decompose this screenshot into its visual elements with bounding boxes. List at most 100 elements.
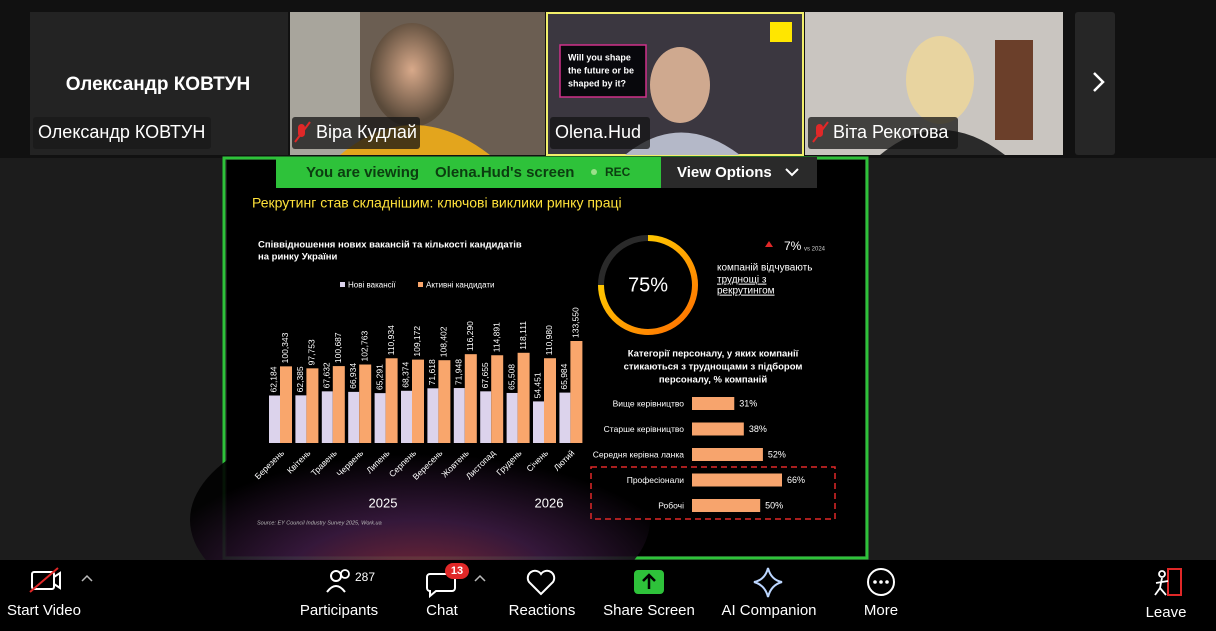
bar (321, 391, 333, 443)
participant-count: 287 (355, 570, 375, 584)
bar-value-label: 108,402 (439, 326, 449, 357)
chart-title: на ринку України (258, 252, 338, 263)
highlight-box (590, 466, 836, 520)
button-label: More (864, 602, 898, 619)
chevron-icon (1093, 72, 1105, 92)
start-video-button[interactable]: Start Video (7, 567, 93, 619)
bar (692, 422, 744, 436)
video-person (650, 47, 710, 123)
kpi-value: 75% (628, 274, 668, 296)
chat-button[interactable]: 13 Chat (426, 563, 486, 619)
bar-value-label: 110,934 (386, 325, 396, 355)
name-label-bg (808, 117, 958, 149)
bar-value-label: 31% (739, 398, 757, 408)
caret (474, 574, 486, 582)
bar (401, 390, 412, 443)
slide-title: Рекрутинг став складнішим: ключові викли… (252, 195, 622, 211)
kpi-change-note: vs 2024 (804, 247, 826, 253)
more-button[interactable]: More (864, 568, 898, 619)
bar (692, 448, 763, 461)
participant-name: Віта Рекотова (833, 122, 949, 142)
chart-title: Співвідношення нових вакансій та кількос… (258, 240, 522, 251)
next-page-button[interactable] (1075, 12, 1115, 155)
button-label: View Options (677, 164, 772, 181)
bar-value-label: 54,451 (533, 372, 543, 398)
year-label: 2026 (535, 495, 564, 510)
bar-value-label: 71,618 (427, 359, 437, 385)
bar-value-label: 66,934 (348, 363, 358, 389)
bar-value-label: 50% (765, 500, 783, 510)
bar (559, 392, 571, 443)
poster-text: the future or be (568, 65, 634, 75)
more-icon (885, 580, 889, 584)
bar-value-label: 52% (768, 449, 786, 459)
legend-label: Нові вакансії (348, 281, 396, 290)
participant-tile[interactable]: Олександр КОВТУН Олександр КОВТУН (30, 12, 288, 155)
bar (453, 388, 465, 443)
ai-companion-button[interactable]: AI Companion (721, 567, 817, 619)
bar (438, 360, 451, 443)
participants-button[interactable]: 287 Participants (300, 569, 378, 619)
people-icon (326, 585, 346, 593)
legend-swatch (418, 282, 423, 287)
sparkle-icon (753, 567, 783, 598)
bar (464, 354, 477, 443)
bar (427, 388, 439, 443)
reactions-button[interactable]: Reactions (509, 569, 576, 619)
bar-value-label: 65,291 (374, 364, 384, 390)
source: Source: EY Council Industry Survey 2025,… (257, 520, 382, 526)
bar (491, 355, 504, 443)
bar (692, 473, 782, 487)
share-icon (642, 573, 656, 589)
bar-value-label: 118,111 (518, 321, 528, 350)
button-label: Reactions (509, 602, 576, 619)
bar-value-label: 65,984 (559, 363, 569, 389)
bar-value-label: 71,948 (454, 359, 464, 385)
kpi-link[interactable]: труднощі з (717, 275, 767, 286)
poster-text: shaped by it? (568, 78, 626, 88)
bar-value-label: 100,343 (280, 332, 290, 363)
bar (269, 395, 280, 443)
bar (692, 397, 735, 410)
button-bg (1075, 12, 1115, 155)
bar (280, 366, 292, 443)
participant-name: Віра Кудлай (316, 122, 417, 142)
rec-label: REC (605, 165, 631, 179)
leave-icon (1167, 568, 1182, 596)
toolbar (0, 560, 1216, 631)
leave-icon (1158, 570, 1166, 578)
more-icon (879, 580, 883, 584)
camera-icon (53, 571, 61, 590)
y-tick-label: Середня керівна ланка (593, 449, 684, 459)
button-label: Leave (1146, 604, 1187, 621)
legend-label: Активні кандидати (426, 281, 494, 290)
leave-icon (1154, 577, 1169, 596)
bar-value-label: 116,290 (465, 321, 475, 351)
bar-value-label: 66% (787, 475, 805, 485)
bar-value-label: 62,385 (295, 366, 305, 392)
camera-icon (31, 571, 55, 590)
name-label-bg (33, 117, 211, 149)
kpi-link[interactable]: рекрутингом (717, 286, 775, 297)
view-options-button[interactable]: View Options (661, 157, 817, 188)
share-screen-button[interactable]: Share Screen (603, 570, 695, 619)
bar-value-label: 109,172 (412, 326, 422, 357)
chart-title: Категорії персоналу, у яких компанії (628, 349, 799, 360)
share-banner: You are viewing Olena.Hud's screen REC V… (276, 157, 817, 188)
participant-name: Olena.Hud (555, 122, 641, 142)
video-person (906, 36, 974, 124)
kpi-text: компаній відчувають (717, 263, 812, 274)
bar-value-label: 68,374 (401, 362, 411, 388)
bar (348, 391, 360, 443)
bar (570, 341, 583, 443)
leave-button[interactable]: Leave (1146, 568, 1187, 621)
participant-tile[interactable]: Will you shape the future or be shaped b… (546, 12, 804, 156)
bar (306, 368, 319, 443)
participant-tile[interactable]: Віта Рекотова (805, 12, 1063, 155)
bar (517, 352, 530, 443)
up-arrow (765, 241, 773, 247)
bar-value-label: 100,687 (333, 332, 343, 363)
caret (81, 574, 93, 582)
participant-tile[interactable]: Віра Кудлай (290, 12, 545, 155)
